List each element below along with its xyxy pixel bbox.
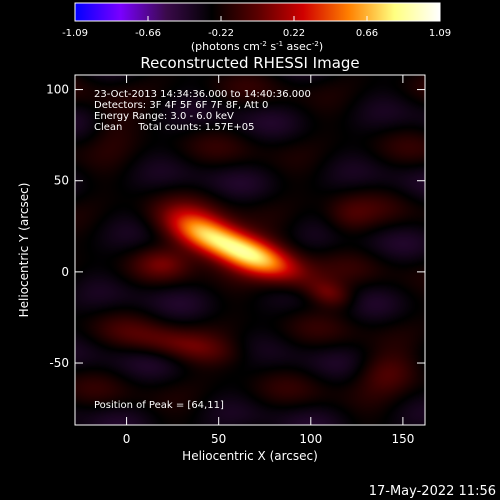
colorbar-tick-label: 0.66: [356, 28, 378, 39]
x-tick-label: 150: [391, 432, 414, 446]
annotation-clean-counts: Clean Total counts: 1.57E+05: [94, 122, 254, 133]
colorbar-tick-label: -0.66: [135, 28, 161, 39]
x-tick-label: 0: [123, 432, 131, 446]
timestamp: 17-May-2022 11:56: [369, 484, 496, 499]
heatmap-image: [75, 75, 425, 425]
y-axis-label: Heliocentric Y (arcsec): [17, 183, 31, 318]
colorbar: -1.09 -0.66 -0.22 0.22 0.66 1.09 (photons cm-…: [62, 2, 451, 53]
annotation-block: 23-Oct-2013 14:34:36.000 to 14:40:36.000…: [94, 89, 311, 133]
heatmap-container: [75, 75, 425, 425]
annotation-energy-range: Energy Range: 3.0 - 6.0 keV: [94, 111, 234, 122]
colorbar-tick-label: -0.22: [208, 28, 234, 39]
y-tick-label: 100: [46, 83, 69, 97]
peak-position-label: Position of Peak = [64,11]: [94, 400, 224, 411]
y-tick-label: 0: [61, 265, 69, 279]
plot-frame: [74, 74, 426, 426]
chart-title: Reconstructed RHESSI Image: [140, 54, 359, 72]
y-axis-ticks: -50 0 50 100: [46, 83, 425, 370]
colorbar-tick-label: -1.09: [62, 28, 88, 39]
x-tick-label: 50: [211, 432, 226, 446]
colorbar-ticks: -1.09 -0.66 -0.22 0.22 0.66 1.09: [62, 16, 451, 39]
annotation-detectors: Detectors: 3F 4F 5F 6F 7F 8F, Att 0: [94, 100, 268, 111]
x-tick-label: 100: [299, 432, 322, 446]
colorbar-tick-label: 0.22: [283, 28, 305, 39]
x-axis-ticks: 0 50 100 150: [123, 75, 414, 446]
y-tick-label: -50: [49, 356, 69, 370]
y-tick-label: 50: [54, 174, 69, 188]
colorbar-gradient: [74, 2, 441, 22]
colorbar-tick-label: 1.09: [429, 28, 451, 39]
x-axis-label: Heliocentric X (arcsec): [182, 449, 318, 463]
colorbar-unit-label: (photons cm-2 s-1 asec-2): [191, 40, 323, 53]
annotation-time-range: 23-Oct-2013 14:34:36.000 to 14:40:36.000: [94, 89, 311, 100]
